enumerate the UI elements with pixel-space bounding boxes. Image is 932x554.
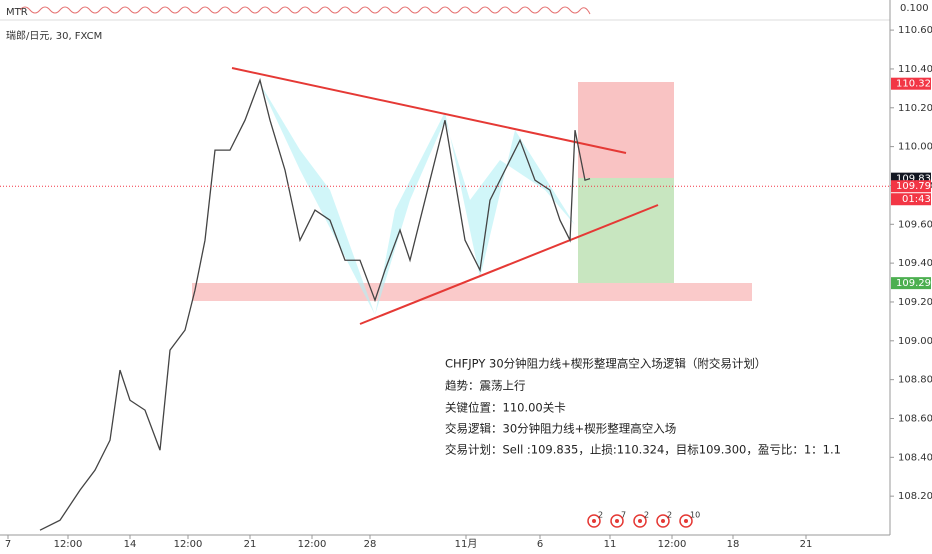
event-icon	[656, 514, 670, 528]
x-tick-label: 12:00	[54, 539, 83, 550]
pattern-shape	[258, 80, 575, 315]
y-tick-label: 109.000	[898, 336, 932, 347]
x-tick-label: 12:00	[658, 539, 687, 550]
x-tick-label: 12:00	[298, 539, 327, 550]
y-tick-label: 110.400	[898, 64, 932, 75]
price-label: 109.796	[896, 181, 932, 192]
event-dot	[661, 519, 665, 523]
price-label: 109.297	[896, 278, 932, 289]
event-icon	[587, 514, 601, 528]
y-tick-label: 110.200	[898, 103, 932, 114]
y-tick-label: 110.600	[898, 25, 932, 36]
countdown-bg	[891, 193, 931, 206]
price-line	[39, 78, 591, 531]
x-tick-label: 21	[244, 539, 257, 550]
y-tick-label: 108.400	[898, 452, 932, 463]
wedge-support-line	[359, 204, 659, 325]
price-label-bg	[891, 180, 931, 193]
x-tick-label: 6	[537, 539, 543, 550]
events: 2 7 2 2 10	[587, 511, 700, 528]
y-tick-label: 108.600	[898, 413, 932, 424]
x-tick-label: 14	[124, 539, 137, 550]
event-count: 2	[667, 511, 672, 520]
event-icon	[679, 514, 693, 528]
x-tick-label: 11月	[455, 538, 478, 550]
indicator-tick: 0.100	[900, 3, 929, 14]
event-count: 2	[598, 511, 603, 520]
event-count: 10	[690, 511, 700, 520]
x-tick-label: 7	[5, 539, 11, 550]
price-label-bg	[891, 77, 931, 90]
countdown: 01:43	[902, 194, 931, 205]
event-dot	[638, 519, 642, 523]
indicator-line	[19, 6, 591, 15]
x-tick-label: 21	[800, 539, 813, 550]
annotation: 关键位置：110.00关卡	[445, 401, 566, 415]
event-icon	[633, 514, 647, 528]
event-icon	[610, 514, 624, 528]
symbol: 瑞郎/日元, 30, FXCM	[6, 29, 102, 42]
price-label: 109.835	[896, 174, 932, 185]
annotation: 趋势：震荡上行	[445, 379, 526, 393]
event-count: 7	[621, 511, 626, 520]
price-label: 110.324	[896, 79, 932, 90]
y-tick-label: 108.800	[898, 375, 932, 386]
resistance-line	[231, 67, 627, 154]
x-tick-label: 28	[364, 539, 377, 550]
drawings	[192, 67, 752, 325]
x-tick-label: 18	[727, 539, 740, 550]
annotation: 交易逻辑：30分钟阻力线+楔形整理高空入场	[445, 422, 676, 436]
annotation: 交易计划：Sell :109.835，止损:110.324，目标109.300，…	[445, 443, 841, 457]
y-tick-label: 109.400	[898, 258, 932, 269]
event-count: 2	[644, 511, 649, 520]
x-tick-label: 12:00	[174, 539, 203, 550]
annotation: CHFJPY 30分钟阻力线+楔形整理高空入场逻辑（附交易计划）	[445, 357, 766, 371]
event-dot	[684, 519, 688, 523]
support-zone	[192, 283, 752, 301]
y-tick-label: 109.600	[898, 219, 932, 230]
y-tick-label: 109.200	[898, 297, 932, 308]
y-tick-label: 110.000	[898, 142, 932, 153]
event-dot	[592, 519, 596, 523]
indicator-name: MTR	[6, 7, 28, 18]
stop-zone	[578, 82, 674, 178]
event-dot	[615, 519, 619, 523]
x-tick-label: 11	[604, 539, 617, 550]
price-label-bg	[891, 277, 931, 290]
y-tick-label: 108.200	[898, 491, 932, 502]
